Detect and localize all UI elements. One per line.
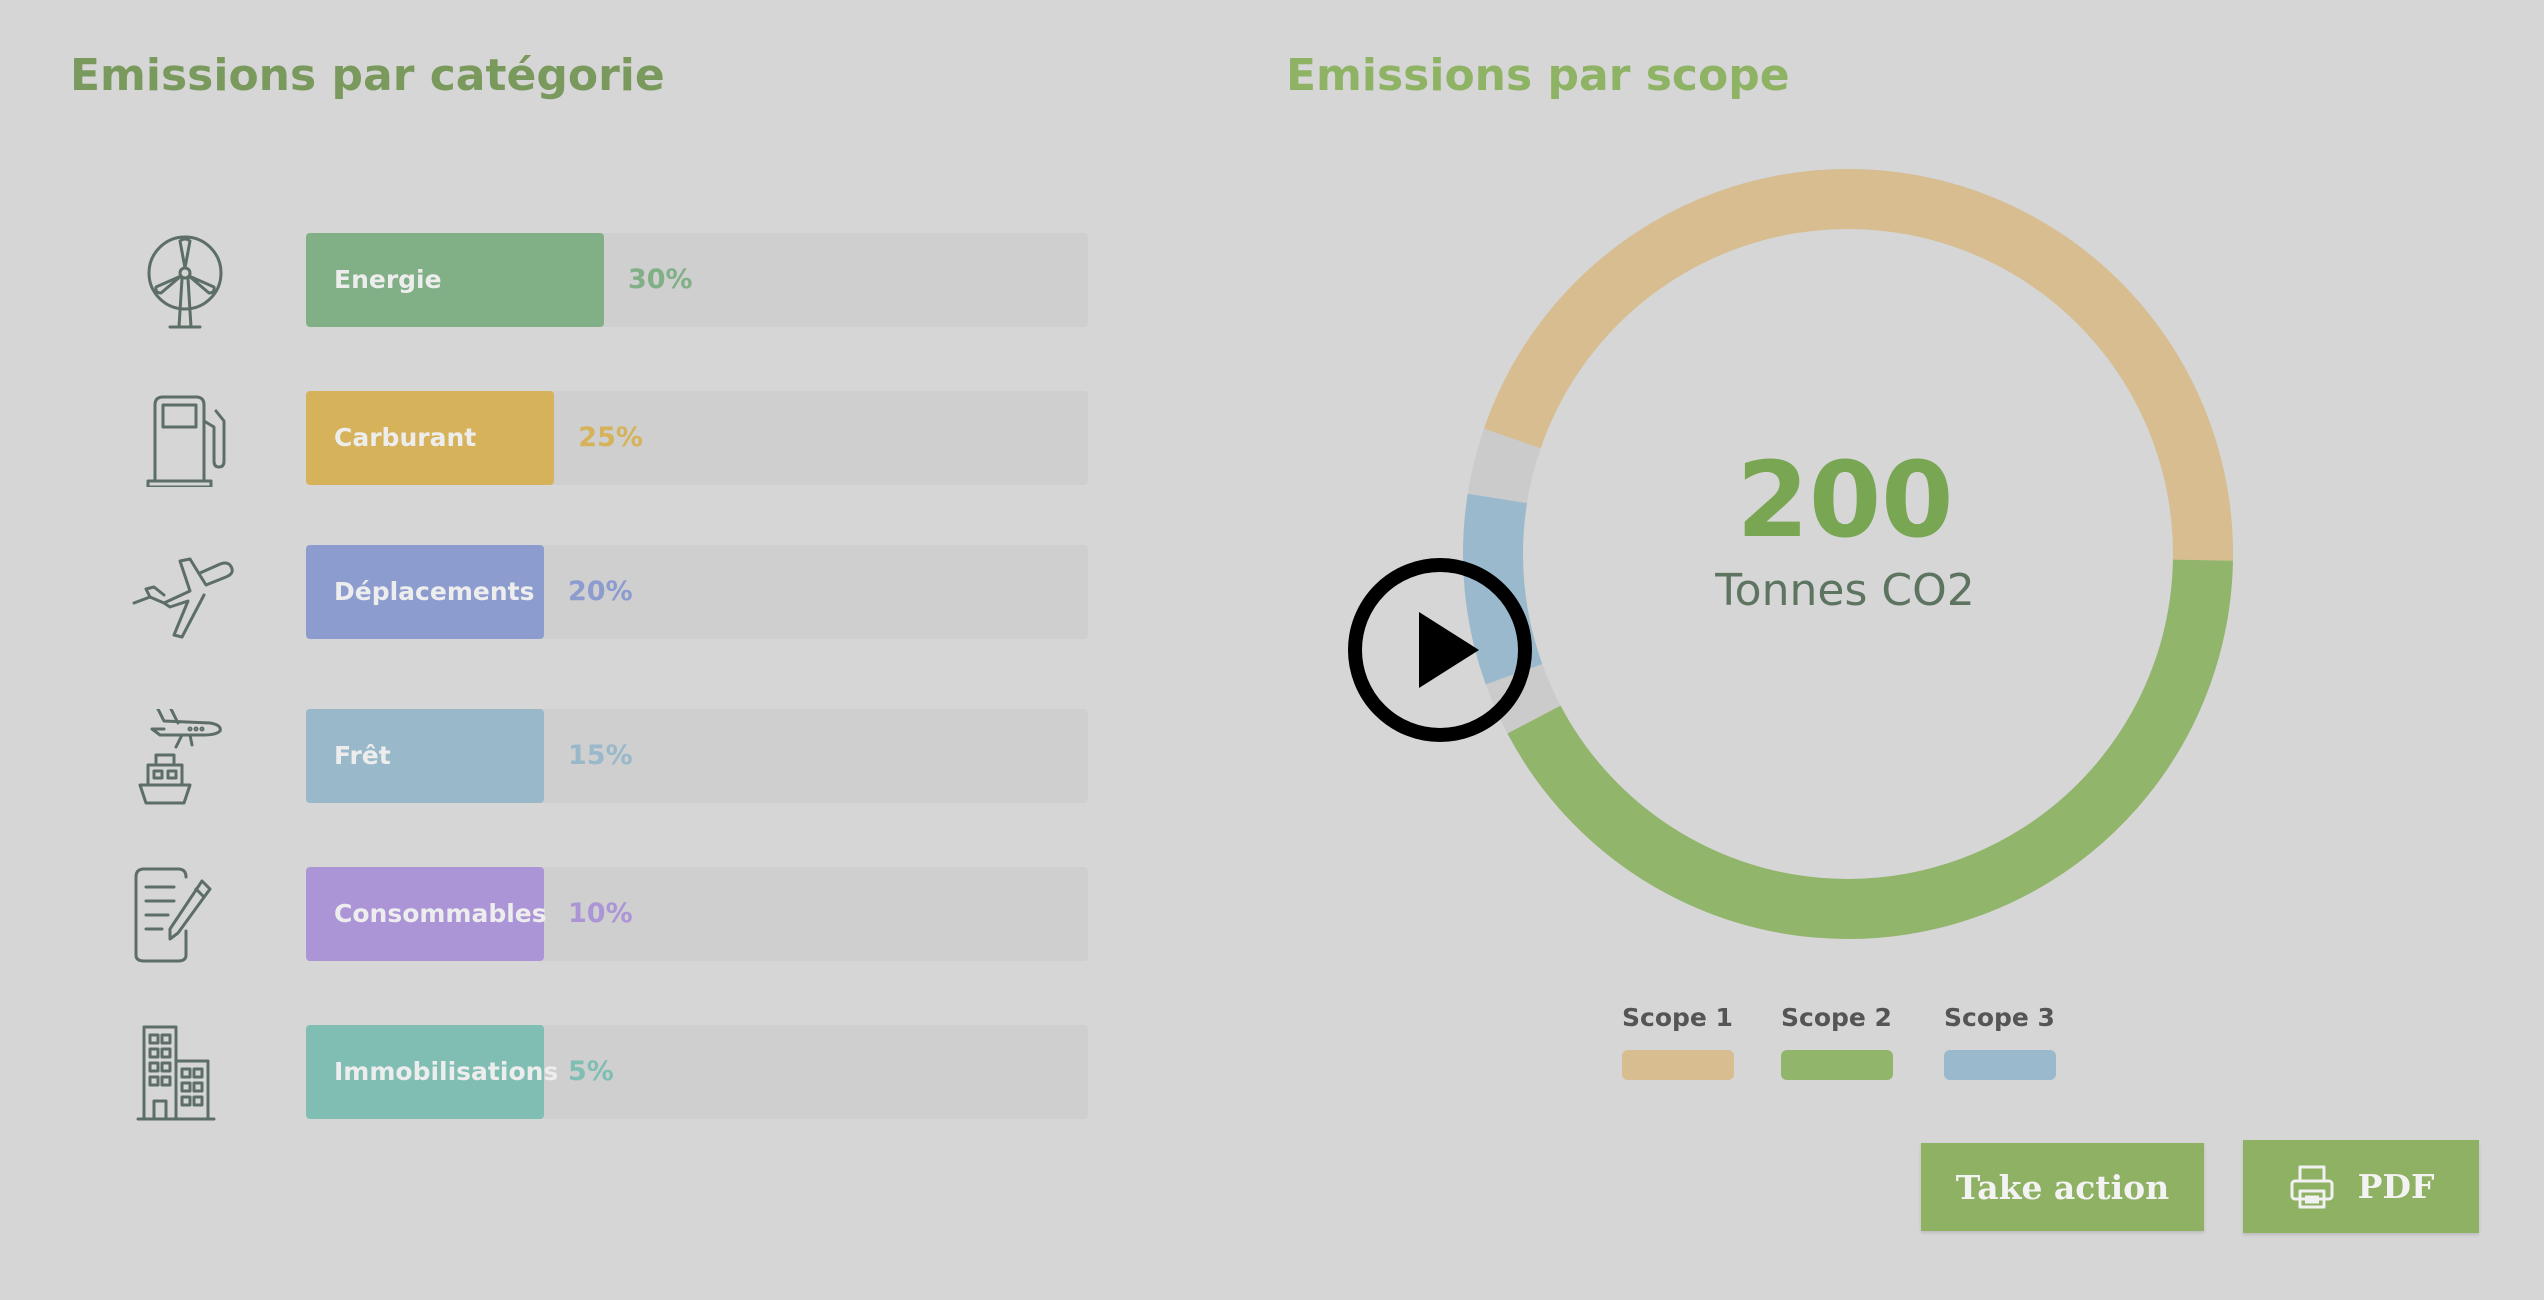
- scope-donut-chart: [1420, 165, 2250, 945]
- bar-percent: 10%: [568, 898, 633, 929]
- legend-item-scope-1: Scope 1: [1622, 1003, 1742, 1080]
- category-row-consommables: Consommables 10%: [0, 867, 1100, 963]
- legend-swatch: [1622, 1050, 1734, 1080]
- bar-label: Consommables: [334, 899, 547, 928]
- bar-energie: Energie: [306, 233, 604, 327]
- legend-label: Scope 3: [1944, 1003, 2055, 1032]
- bar-track: Energie 30%: [306, 233, 1088, 327]
- bar-track: Immobilisations 5%: [306, 1025, 1088, 1119]
- bar-percent: 5%: [568, 1056, 614, 1087]
- building-icon: [130, 1025, 240, 1121]
- bar-label: Energie: [334, 265, 442, 294]
- category-row-energie: Energie 30%: [0, 233, 1100, 329]
- plane-ship-freight-icon: [130, 703, 240, 805]
- total-emissions-unit: Tonnes CO2: [1715, 565, 1975, 616]
- wind-turbine-icon: [130, 233, 240, 329]
- category-row-immobilisations: Immobilisations 5%: [0, 1025, 1100, 1121]
- bar-label: Carburant: [334, 423, 477, 452]
- donut-slice-scope-1: [1483, 169, 2233, 561]
- bar-percent: 15%: [568, 740, 633, 771]
- bar-percent: 30%: [627, 264, 693, 295]
- take-action-label: Take action: [1955, 1167, 2170, 1207]
- bar-percent: 25%: [578, 422, 643, 453]
- bar-percent: 20%: [568, 576, 633, 607]
- category-row-carburant: Carburant 25%: [0, 391, 1100, 489]
- printer-icon: [2290, 1165, 2334, 1208]
- bar-carburant: Carburant: [306, 391, 555, 485]
- bar-label: Déplacements: [334, 577, 535, 606]
- category-row-fret: Frêt 15%: [0, 703, 1100, 805]
- bar-immobilisations: Immobilisations: [306, 1025, 558, 1119]
- legend-label: Scope 2: [1781, 1003, 1892, 1032]
- fuel-pump-icon: [130, 391, 240, 489]
- bar-label: Immobilisations: [334, 1057, 559, 1086]
- category-row-deplacements: Déplacements 20%: [0, 545, 1100, 641]
- pdf-download-button[interactable]: PDF: [2243, 1140, 2479, 1233]
- category-section-title: Emissions par catégorie: [70, 50, 665, 101]
- legend-item-scope-2: Scope 2: [1781, 1003, 1901, 1080]
- pdf-label: PDF: [2357, 1167, 2435, 1206]
- bar-track: Déplacements 20%: [306, 545, 1088, 639]
- legend-label: Scope 1: [1622, 1003, 1733, 1032]
- bar-track: Consommables 10%: [306, 867, 1088, 961]
- legend-swatch: [1944, 1050, 2056, 1080]
- donut-slice-scope-2: [1507, 559, 2233, 939]
- total-emissions-value: 200: [1736, 439, 1954, 561]
- document-pen-icon: [130, 867, 240, 963]
- take-action-button[interactable]: Take action: [1921, 1143, 2204, 1231]
- legend-swatch: [1781, 1050, 1893, 1080]
- play-button-icon[interactable]: [1347, 557, 1533, 743]
- scope-section-title: Emissions par scope: [1286, 50, 1790, 101]
- airplane-icon: [130, 545, 240, 641]
- bar-label: Frêt: [334, 741, 391, 770]
- bar-deplacements: Déplacements: [306, 545, 544, 639]
- legend-item-scope-3: Scope 3: [1944, 1003, 2064, 1080]
- bar-fret: Frêt: [306, 709, 544, 803]
- bar-track: Carburant 25%: [306, 391, 1088, 485]
- bar-track: Frêt 15%: [306, 709, 1088, 803]
- bar-consommables: Consommables: [306, 867, 547, 961]
